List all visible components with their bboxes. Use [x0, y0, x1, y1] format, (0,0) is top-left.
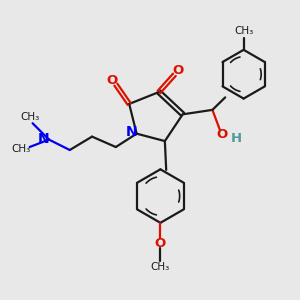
- Text: H: H: [231, 132, 242, 145]
- Text: O: O: [106, 74, 118, 87]
- Text: O: O: [155, 237, 166, 250]
- Text: N: N: [38, 132, 50, 146]
- Text: N: N: [125, 125, 137, 139]
- Text: CH₃: CH₃: [20, 112, 39, 122]
- Text: O: O: [172, 64, 184, 77]
- Text: O: O: [217, 128, 228, 141]
- Text: CH₃: CH₃: [234, 26, 253, 35]
- Text: CH₃: CH₃: [150, 262, 169, 272]
- Text: CH₃: CH₃: [12, 144, 31, 154]
